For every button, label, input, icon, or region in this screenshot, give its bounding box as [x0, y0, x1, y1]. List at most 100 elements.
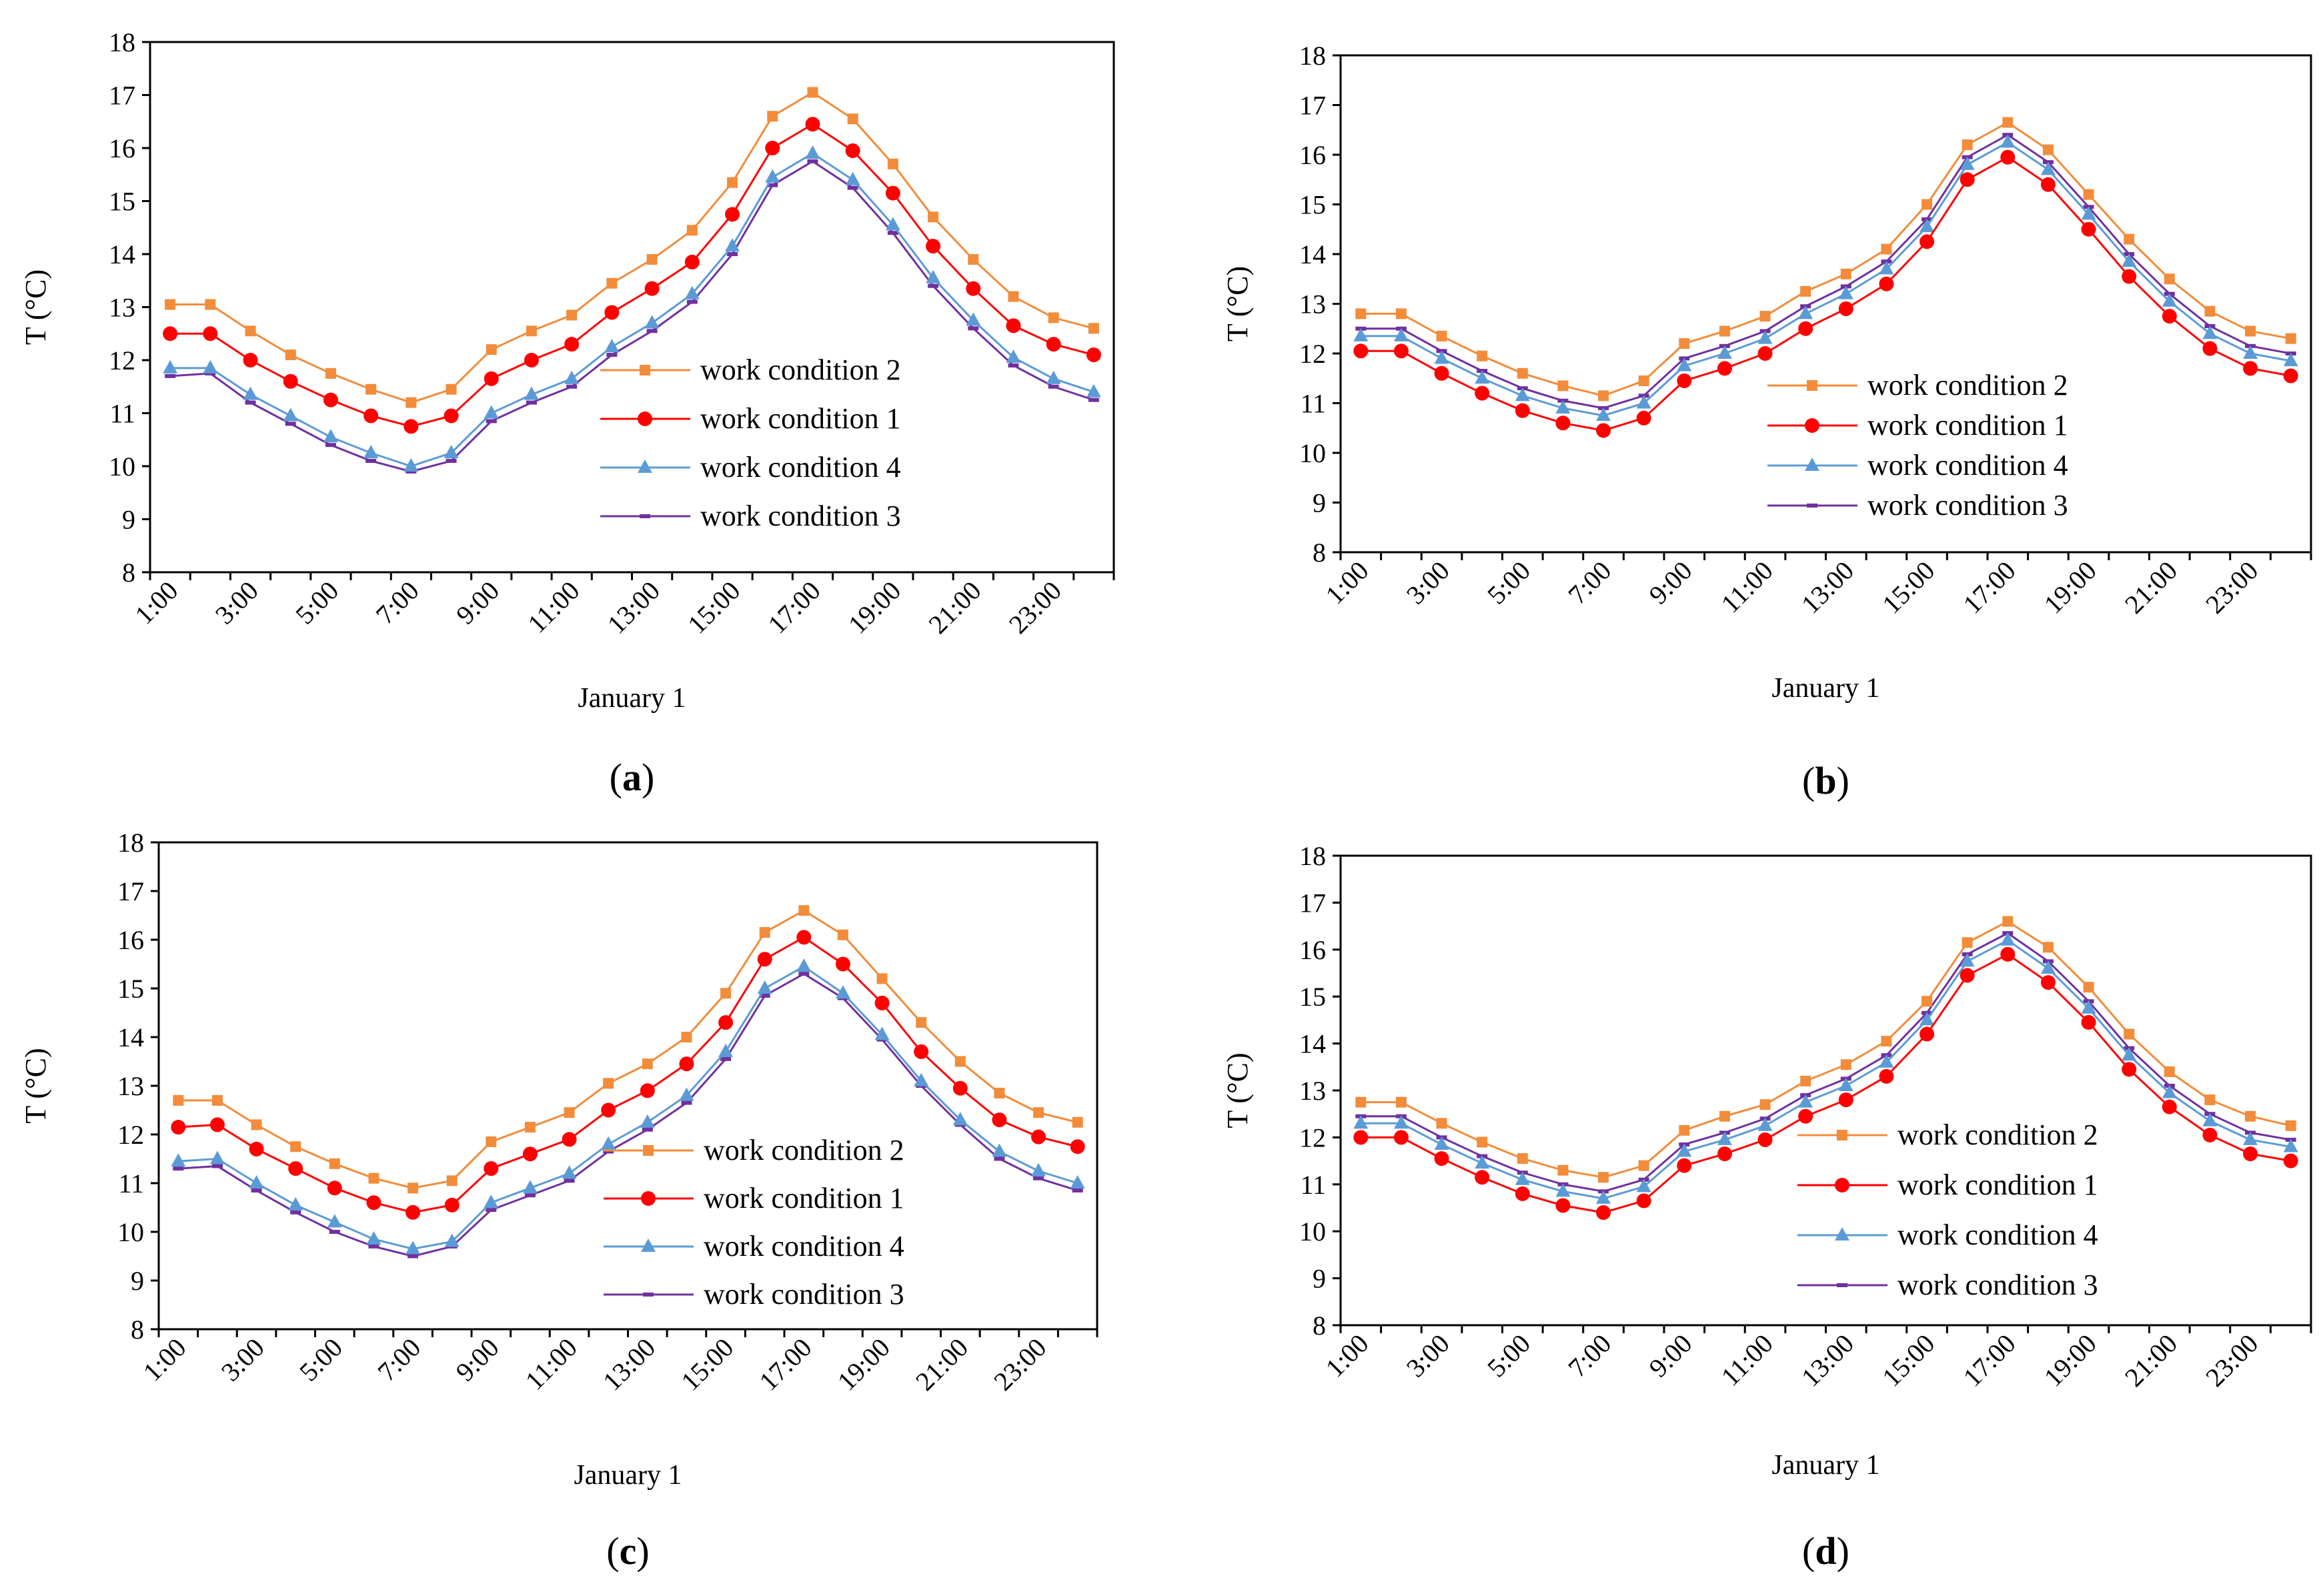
series-line-work-condition-3: [178, 972, 1078, 1258]
data-point-work-condition-3: [727, 252, 738, 256]
data-point-work-condition-1: [1515, 1186, 1530, 1201]
data-point-work-condition-4: [952, 1112, 968, 1126]
data-point-work-condition-1: [805, 117, 820, 132]
data-point-work-condition-4: [757, 980, 772, 994]
data-point-work-condition-1: [914, 1044, 929, 1059]
y-tick-label: 8: [1313, 538, 1326, 568]
data-point-work-condition-2: [524, 1122, 536, 1133]
data-point-work-condition-1: [1070, 1139, 1085, 1154]
data-point-work-condition-2: [1962, 139, 1973, 151]
x-tick-label: 9:00: [1643, 556, 1698, 610]
data-point-work-condition-1: [1636, 410, 1651, 426]
data-point-work-condition-2: [807, 87, 818, 98]
data-point-work-condition-1: [992, 1112, 1007, 1128]
y-tick-label: 9: [131, 1266, 144, 1296]
x-axis-label: January 1: [1771, 673, 1879, 704]
x-axis-label: January 1: [1771, 1450, 1879, 1481]
data-point-work-condition-1: [1717, 1146, 1732, 1162]
data-point-work-condition-3: [887, 231, 898, 235]
data-point-work-condition-3: [994, 1156, 1005, 1161]
data-point-work-condition-4: [2283, 353, 2298, 367]
data-point-work-condition-2: [727, 177, 738, 188]
data-point-work-condition-2: [1759, 1099, 1771, 1110]
data-point-work-condition-2: [2204, 1094, 2216, 1106]
y-tick-label: 15: [117, 974, 144, 1004]
data-point-work-condition-4: [845, 171, 860, 185]
data-point-work-condition-4: [249, 1175, 264, 1188]
legend-marker-work-condition-4: [641, 1239, 656, 1252]
data-point-work-condition-1: [2081, 221, 2096, 237]
data-point-work-condition-2: [928, 211, 939, 223]
x-tick-label: 1:00: [137, 1333, 192, 1387]
panel-caption: (c): [606, 1529, 649, 1573]
legend-marker-work-condition-3: [643, 1293, 654, 1297]
series-line-work-condition-1: [1361, 155, 2291, 432]
data-point-work-condition-2: [285, 349, 296, 361]
data-point-work-condition-4: [484, 1194, 499, 1209]
panel-letter: d: [1815, 1529, 1836, 1573]
x-axis-label: January 1: [578, 683, 686, 714]
y-tick-label: 16: [109, 133, 135, 163]
data-point-work-condition-3: [1008, 363, 1019, 367]
data-point-work-condition-1: [1960, 968, 1975, 983]
y-tick-label: 11: [1300, 1170, 1326, 1200]
data-point-work-condition-4: [1596, 1190, 1611, 1204]
data-point-work-condition-3: [486, 419, 497, 424]
data-point-work-condition-1: [1919, 1026, 1935, 1042]
data-point-work-condition-4: [885, 217, 900, 231]
data-point-work-condition-4: [1798, 305, 1813, 319]
data-point-work-condition-4: [1434, 1136, 1449, 1150]
data-point-work-condition-2: [1477, 350, 1488, 361]
y-tick-label: 18: [1299, 41, 1326, 71]
data-point-work-condition-4: [926, 269, 941, 283]
data-point-work-condition-2: [876, 973, 888, 984]
data-point-work-condition-4: [484, 405, 499, 419]
data-point-work-condition-1: [1475, 385, 1490, 401]
data-point-work-condition-4: [363, 445, 379, 459]
data-point-work-condition-1: [2202, 341, 2218, 356]
data-point-work-condition-1: [484, 371, 499, 386]
y-tick-label: 10: [1299, 438, 1326, 468]
data-point-work-condition-2: [1962, 937, 1973, 948]
data-point-work-condition-1: [926, 239, 941, 254]
data-point-work-condition-3: [165, 373, 176, 378]
data-point-work-condition-3: [290, 1210, 301, 1215]
data-point-work-condition-2: [1638, 1160, 1649, 1171]
data-point-work-condition-1: [2283, 368, 2298, 383]
data-point-work-condition-2: [1800, 1075, 1811, 1086]
data-point-work-condition-2: [2204, 305, 2216, 317]
legend-label-work-condition-2: work condition 2: [1867, 369, 2068, 402]
x-tick-label: 3:00: [1401, 556, 1455, 610]
y-tick-label: 18: [109, 27, 135, 57]
x-tick-label: 17:00: [1957, 1329, 2021, 1393]
data-point-work-condition-1: [1757, 1132, 1773, 1147]
x-tick-label: 9:00: [1643, 1329, 1698, 1383]
x-tick-label: 15:00: [682, 576, 746, 640]
data-point-work-condition-4: [765, 169, 780, 183]
y-tick-label: 10: [117, 1217, 144, 1247]
data-point-work-condition-1: [1393, 343, 1409, 359]
x-tick-label: 13:00: [1795, 556, 1859, 620]
data-point-work-condition-4: [1636, 395, 1651, 409]
y-axis-label: T (°C): [1221, 266, 1254, 341]
x-tick-label: 17:00: [1957, 556, 2021, 620]
y-tick-label: 18: [117, 828, 144, 858]
data-point-work-condition-4: [966, 312, 981, 326]
data-point-work-condition-3: [211, 1164, 223, 1168]
data-point-work-condition-2: [1598, 390, 1609, 402]
legend-label-work-condition-1: work condition 1: [700, 402, 901, 435]
data-point-work-condition-4: [1555, 400, 1571, 414]
data-point-work-condition-2: [642, 1058, 653, 1070]
data-point-work-condition-1: [1086, 347, 1101, 363]
data-point-work-condition-3: [1033, 1176, 1044, 1180]
data-point-work-condition-2: [1759, 311, 1771, 322]
data-point-work-condition-2: [245, 325, 256, 337]
data-point-work-condition-2: [329, 1158, 340, 1169]
data-point-work-condition-1: [1798, 321, 1813, 336]
panel-letter: b: [1815, 759, 1836, 802]
data-point-work-condition-2: [564, 1107, 575, 1118]
y-tick-label: 11: [109, 399, 135, 429]
data-point-work-condition-3: [646, 329, 658, 333]
legend-label-work-condition-1: work condition 1: [1897, 1168, 2098, 1201]
y-tick-label: 12: [1299, 1122, 1326, 1152]
